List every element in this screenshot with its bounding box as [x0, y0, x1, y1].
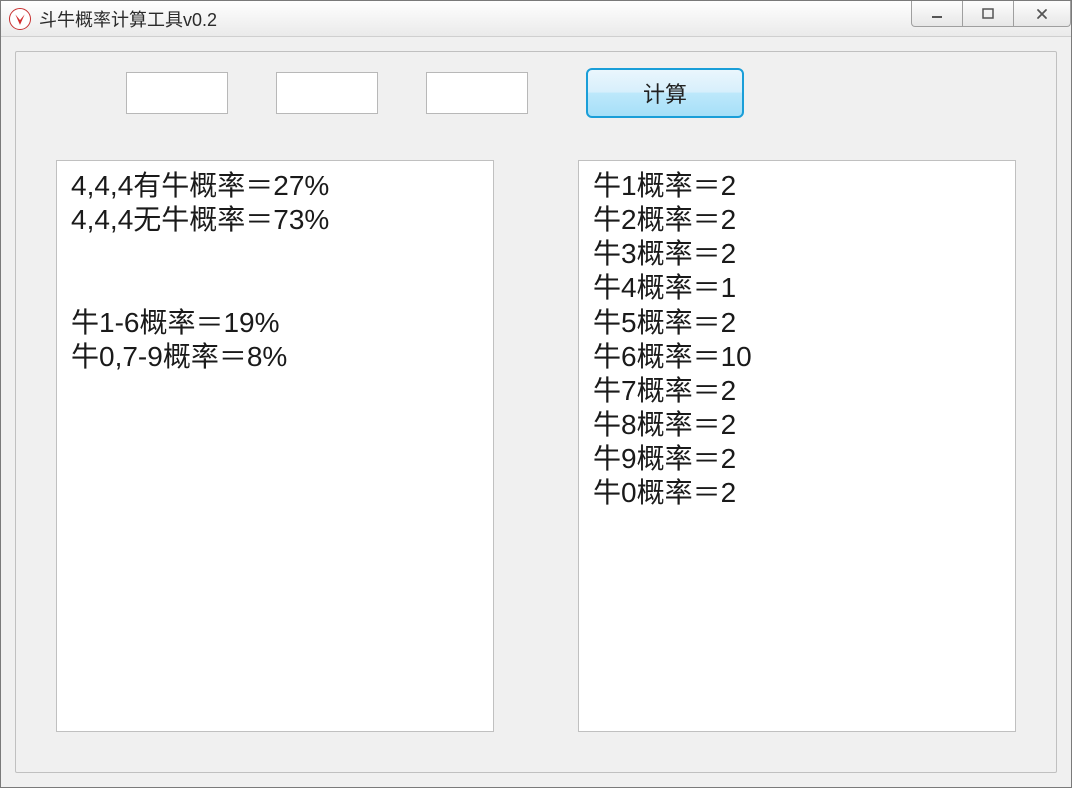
input-row — [126, 72, 528, 114]
right-output-panel: 牛1概率＝2牛2概率＝2牛3概率＝2牛4概率＝1牛5概率＝2牛6概率＝10牛7概… — [578, 160, 1016, 732]
maximize-button[interactable] — [962, 1, 1014, 27]
card1-input[interactable] — [126, 72, 228, 114]
calculate-button-label: 计算 — [643, 77, 687, 109]
inner-frame: 计算 4,4,4有牛概率＝27%4,4,4无牛概率＝73% 牛1-6概率＝19%… — [15, 51, 1057, 773]
left-output-line — [71, 271, 479, 305]
right-output-line: 牛7概率＝2 — [593, 374, 1001, 408]
calculate-button[interactable]: 计算 — [586, 68, 744, 118]
left-output-line: 牛1-6概率＝19% — [71, 306, 479, 340]
right-output-line: 牛2概率＝2 — [593, 203, 1001, 237]
left-output-line — [71, 237, 479, 271]
right-output-line: 牛5概率＝2 — [593, 306, 1001, 340]
app-icon — [9, 8, 31, 30]
right-output-line: 牛8概率＝2 — [593, 408, 1001, 442]
client-area: 计算 4,4,4有牛概率＝27%4,4,4无牛概率＝73% 牛1-6概率＝19%… — [1, 37, 1071, 787]
right-output-line: 牛6概率＝10 — [593, 340, 1001, 374]
right-output-line: 牛0概率＝2 — [593, 476, 1001, 510]
left-output-line: 4,4,4有牛概率＝27% — [71, 169, 479, 203]
window-controls — [912, 1, 1071, 37]
window-title: 斗牛概率计算工具v0.2 — [39, 6, 217, 32]
left-output-line: 4,4,4无牛概率＝73% — [71, 203, 479, 237]
close-button[interactable] — [1013, 1, 1071, 27]
right-output-line: 牛4概率＝1 — [593, 271, 1001, 305]
right-output-line: 牛3概率＝2 — [593, 237, 1001, 271]
titlebar: 斗牛概率计算工具v0.2 — [1, 1, 1071, 37]
right-output-line: 牛1概率＝2 — [593, 169, 1001, 203]
right-output-line: 牛9概率＝2 — [593, 442, 1001, 476]
minimize-button[interactable] — [911, 1, 963, 27]
app-window: 斗牛概率计算工具v0.2 计算 — [0, 0, 1072, 788]
left-output-panel: 4,4,4有牛概率＝27%4,4,4无牛概率＝73% 牛1-6概率＝19%牛0,… — [56, 160, 494, 732]
card3-input[interactable] — [426, 72, 528, 114]
card2-input[interactable] — [276, 72, 378, 114]
left-output-line: 牛0,7-9概率＝8% — [71, 340, 479, 374]
